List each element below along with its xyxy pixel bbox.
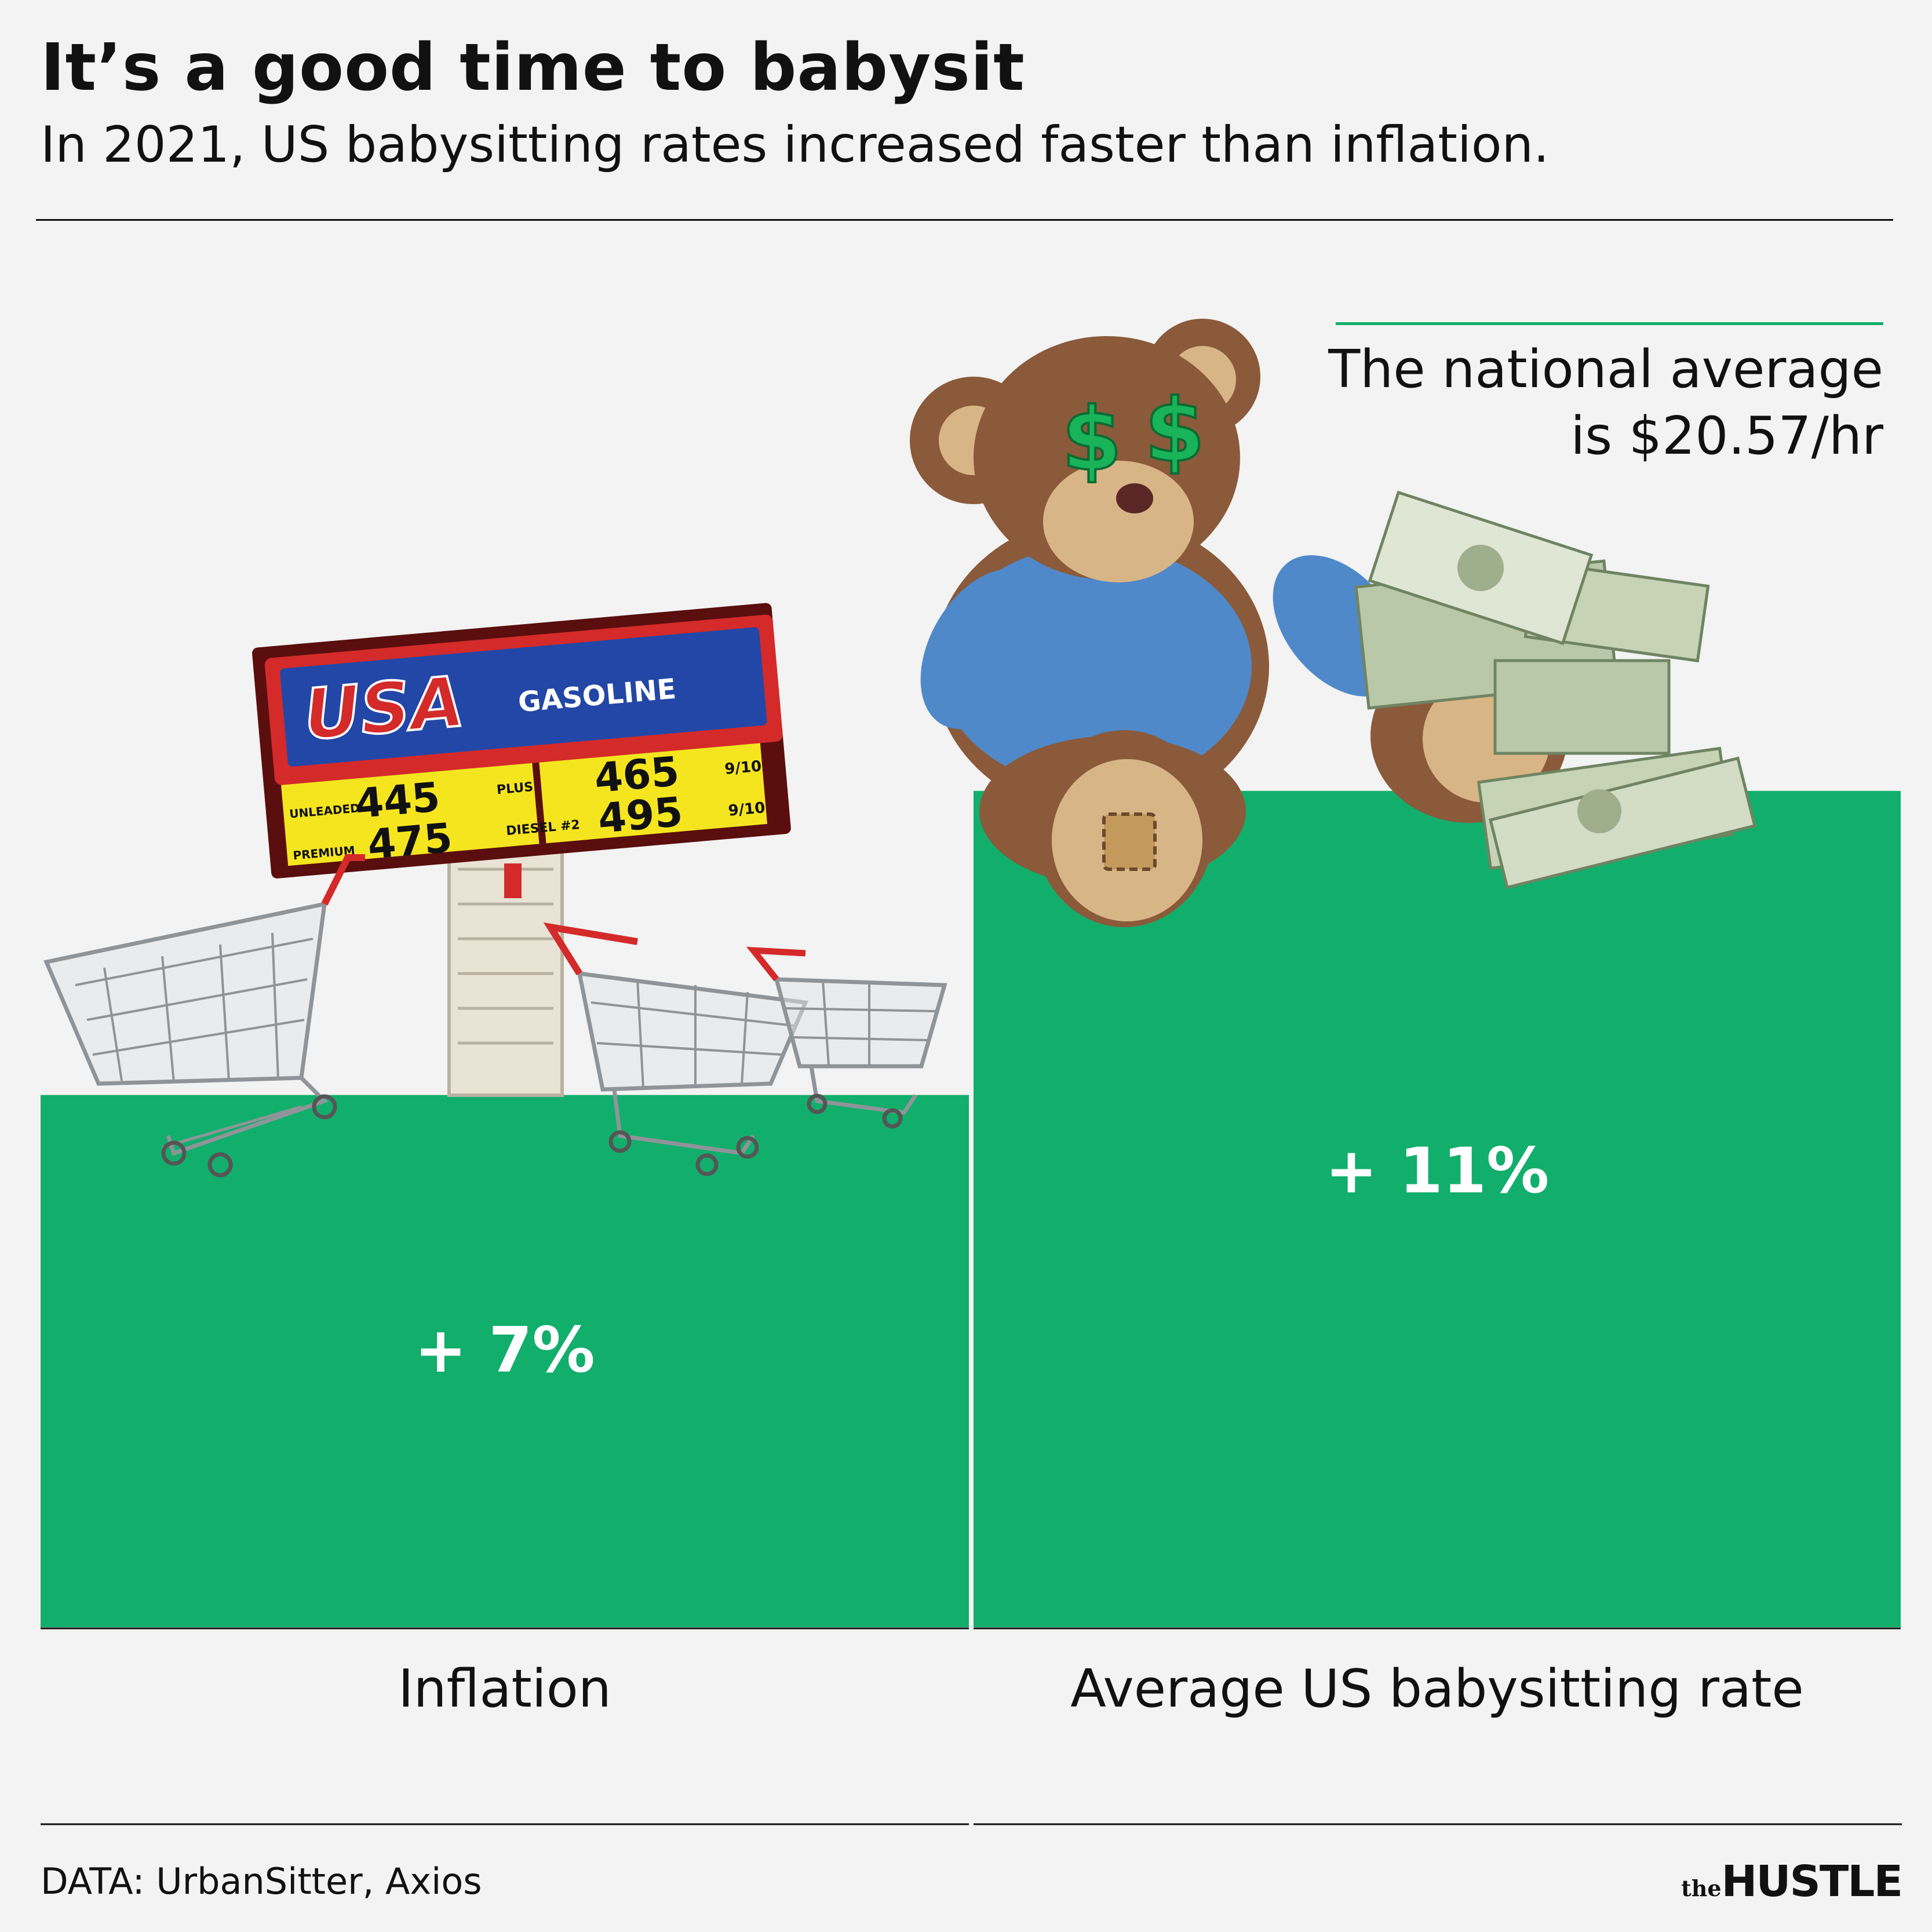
annotation-rule <box>1336 322 1883 325</box>
brand-logo: theHUSTLE <box>1681 1857 1903 1907</box>
chart-subtitle: In 2021, US babysitting rates increased … <box>41 116 1550 174</box>
sign-price: 475 <box>366 814 454 868</box>
dollar-eye-icon: $ <box>1062 389 1122 490</box>
annotation-line-2: is $20.57/hr <box>1570 406 1883 467</box>
category-label: Inflation <box>398 1658 611 1719</box>
category-label: Average US babysitting rate <box>1070 1658 1804 1719</box>
bar-value-label: + 11% <box>1325 1135 1550 1208</box>
bar-value-label: + 7% <box>414 1314 595 1387</box>
cart-icon <box>543 922 809 1176</box>
cart-icon <box>746 946 947 1129</box>
shopping-carts-illustration <box>43 854 947 1178</box>
money-stack-illustration <box>1354 490 1757 890</box>
logo-the: the <box>1681 1875 1722 1901</box>
sign-price: 495 <box>596 788 685 843</box>
header-divider <box>36 219 1893 221</box>
logo-name: HUSTLE <box>1721 1857 1903 1907</box>
sign-brand: USA <box>301 662 468 756</box>
sign-price: 445 <box>353 773 442 828</box>
chart-title: It’s a good time to babysit <box>41 30 1025 105</box>
bar-average-us-babysitting-rate <box>974 790 1901 1627</box>
bars-group <box>41 790 1901 1627</box>
sign-price: 465 <box>593 748 681 802</box>
cart-icon <box>43 854 365 1178</box>
annotation-line-1: The national average <box>1328 339 1883 400</box>
source-note: DATA: UrbanSitter, Axios <box>41 1860 482 1902</box>
gas-sign-illustration: USA GASOLINE UNLEADED 445 PLUS 465 9/10 … <box>252 603 791 1097</box>
dollar-eye-icon: $ <box>1144 381 1205 482</box>
sign-fraction: 9/10 <box>724 757 762 778</box>
teddy-bear-illustration: $ $ <box>910 319 1568 927</box>
sign-fraction: 9/10 <box>728 799 766 819</box>
annotation: The national average is $20.57/hr <box>1328 336 1883 469</box>
sign-grade: PLUS <box>496 780 534 797</box>
bar-inflation <box>41 1095 969 1627</box>
